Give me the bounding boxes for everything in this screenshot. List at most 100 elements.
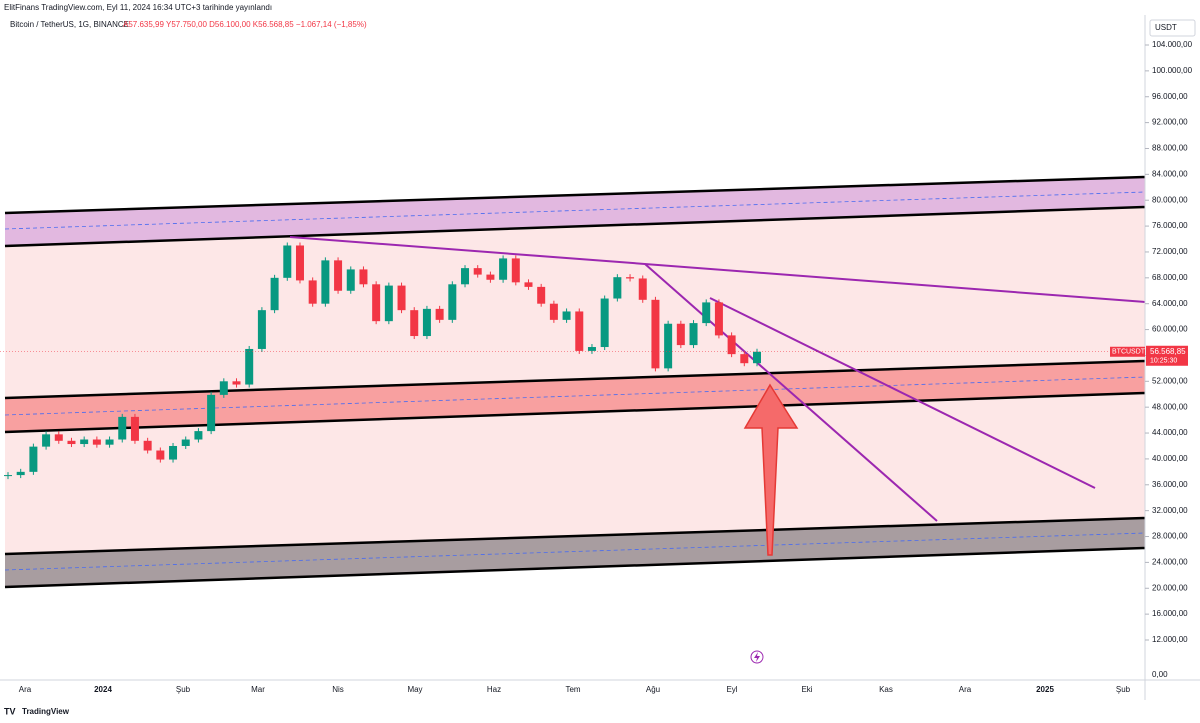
candle <box>600 298 609 348</box>
candle <box>169 445 178 460</box>
line <box>289 236 1146 303</box>
candle <box>42 434 51 447</box>
candle <box>448 284 457 320</box>
x-tick-label: Eyl <box>726 685 737 694</box>
candle <box>587 347 596 351</box>
y-tick-label: 104.000,00 <box>1152 40 1193 49</box>
ohlc: A57.635,99 Y57.750,00 D56.100,00 K56.568… <box>123 20 367 29</box>
footer: TradingView <box>22 707 70 716</box>
currency-box <box>1149 19 1196 37</box>
y-tick-label: 44.000,00 <box>1152 428 1188 437</box>
candle <box>689 323 698 346</box>
candle <box>549 303 558 320</box>
x-tick-label: Şub <box>176 685 191 694</box>
symbol-tag <box>1110 346 1145 357</box>
last-price-label: 56.568,85 <box>1150 347 1186 356</box>
candle <box>194 431 203 440</box>
line <box>4 175 1146 215</box>
price-tag <box>1146 345 1188 366</box>
x-tick-label: Nis <box>332 685 344 694</box>
candle <box>283 245 292 278</box>
x-tick-label: 2024 <box>94 685 112 694</box>
candle <box>422 308 431 337</box>
candle <box>626 277 635 279</box>
y-tick-label: 72.000,00 <box>1152 247 1188 256</box>
y-tick-label: 68.000,00 <box>1152 273 1188 282</box>
x-tick-label: Ağu <box>646 685 660 694</box>
instrument: Bitcoin / TetherUS, 1G, BINANCE <box>10 20 129 29</box>
candle <box>664 323 673 369</box>
y-tick-label: 84.000,00 <box>1152 169 1188 178</box>
line <box>709 297 1096 489</box>
candle <box>118 416 127 440</box>
y-tick-label: 64.000,00 <box>1152 299 1188 308</box>
line <box>4 516 1146 556</box>
y-tick-label: 24.000,00 <box>1152 558 1188 567</box>
candle <box>54 434 63 441</box>
y-tick-label: 36.000,00 <box>1152 480 1188 489</box>
y-tick-label: 92.000,00 <box>1152 118 1188 127</box>
line <box>4 391 1146 434</box>
trend-lines <box>289 236 1146 522</box>
candle <box>740 354 749 364</box>
candle <box>714 302 723 336</box>
line <box>4 205 1146 248</box>
candle <box>613 277 622 299</box>
y-tick-label: 76.000,00 <box>1152 221 1188 230</box>
x-tick-label: Haz <box>487 685 501 694</box>
arrow <box>743 383 799 556</box>
candle <box>384 285 393 322</box>
candle <box>372 284 381 322</box>
line <box>4 359 1146 400</box>
x-tick-label: Tem <box>565 685 580 694</box>
channel-lines <box>4 175 1146 589</box>
candle <box>4 475 12 477</box>
y-tick-label: 80.000,00 <box>1152 195 1188 204</box>
line <box>4 191 1146 230</box>
candle <box>245 348 254 385</box>
middle-band <box>5 361 1145 432</box>
candle <box>156 450 165 460</box>
candle <box>524 282 533 287</box>
candle <box>753 351 761 364</box>
line <box>4 532 1146 571</box>
candle <box>143 440 152 451</box>
candle <box>410 310 419 337</box>
candle <box>105 439 114 445</box>
x-tick-label: Ara <box>19 685 32 694</box>
candle <box>537 286 546 304</box>
event-icon <box>754 652 760 662</box>
y-tick-label: 100.000,00 <box>1152 66 1193 75</box>
candle <box>397 285 406 311</box>
candle <box>80 439 89 445</box>
candle <box>219 381 228 395</box>
candle <box>270 277 279 311</box>
candle <box>473 268 482 275</box>
top-band <box>5 177 1145 246</box>
y-tick-label: 12.000,00 <box>1152 635 1188 644</box>
candle <box>130 416 139 441</box>
candle <box>511 258 520 283</box>
candle <box>727 335 736 355</box>
candle <box>651 299 660 369</box>
x-tick-label: Kas <box>879 685 893 694</box>
candle <box>207 394 216 432</box>
candle <box>232 381 241 385</box>
candle <box>562 311 571 320</box>
line <box>644 263 938 522</box>
y-tick-label: 88.000,00 <box>1152 144 1188 153</box>
candle <box>29 446 38 472</box>
drawings <box>4 175 1146 589</box>
candle <box>321 260 330 304</box>
x-tick-label: 2025 <box>1036 685 1054 694</box>
candle <box>67 440 76 445</box>
y-tick-label: 32.000,00 <box>1152 506 1188 515</box>
y-tick-label: 40.000,00 <box>1152 454 1188 463</box>
x-tick-label: May <box>407 685 422 694</box>
bottom-band <box>5 518 1145 587</box>
candle <box>16 471 25 476</box>
symbol-label: BTCUSDT <box>1112 349 1146 356</box>
currency: USDT <box>1155 23 1177 32</box>
logo: TV <box>4 706 16 716</box>
